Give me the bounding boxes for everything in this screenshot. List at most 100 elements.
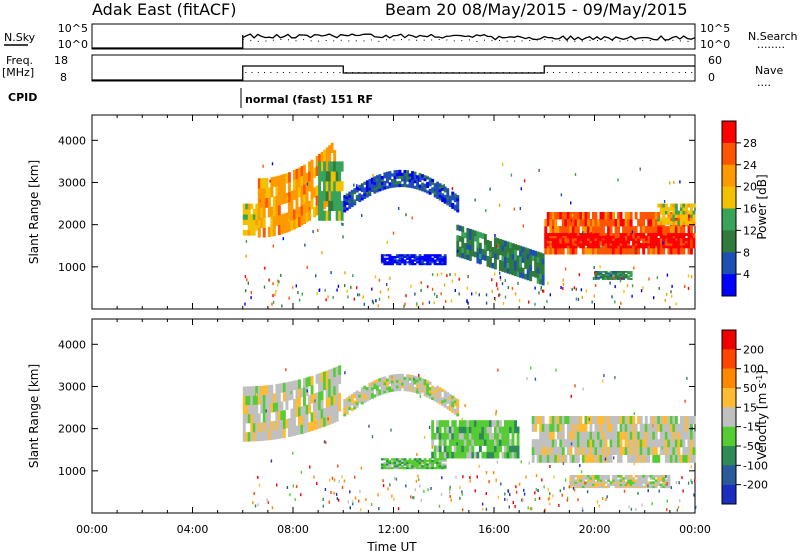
scatter-cell [594,477,598,480]
scatter-cell [509,439,513,446]
scatter-cell [343,399,347,403]
scatter-cell [594,416,598,425]
nave-dot [527,72,529,73]
scatter-cell [483,426,487,434]
noise-point [504,279,506,282]
scatter-cell [551,446,555,455]
scatter-cell [368,382,372,387]
scatter-cell [579,483,583,486]
scatter-cell [506,426,510,434]
scatter-cell [617,219,621,227]
nave-dot [452,72,454,73]
scatter-cell [365,194,369,198]
scatter-cell [451,439,455,446]
scatter-cell [423,463,427,466]
scatter-cell [348,205,352,209]
scatter-cell [401,379,404,383]
noise-point [676,508,678,512]
scatter-cell [657,238,661,241]
scatter-cell [511,426,515,434]
scatter-cell [551,235,555,239]
colorbar-tick-label: -200 [743,479,768,492]
scatter-cell [413,458,417,461]
noise-point [433,292,436,296]
scatter-cell [252,431,256,442]
nsearch-dot [589,39,591,41]
scatter-cell [639,477,643,480]
scatter-cell [433,255,437,259]
scatter-cell [629,481,633,484]
scatter-cell [380,380,384,384]
scatter-cell [667,245,671,249]
scatter-cell [519,256,523,262]
noise-point [534,491,536,495]
scatter-cell [579,439,583,448]
scatter-cell [571,240,575,248]
scatter-cell [436,254,440,257]
scatter-cell [345,411,349,415]
scatter-cell [634,233,638,236]
scatter-cell [559,416,563,425]
scatter-cell [431,459,435,463]
scatter-cell [657,416,661,425]
scatter-cell [496,432,500,440]
scatter-cell [667,477,671,480]
scatter-cell [649,439,653,448]
scatter-cell [647,242,651,246]
scatter-cell [272,196,276,207]
scatter-cell [579,475,583,478]
noise-point [584,481,586,485]
noise-point [330,491,332,494]
noise-point [502,302,505,305]
scatter-cell [617,272,621,275]
scatter-cell [644,431,648,440]
scatter-cell [514,451,518,459]
scatter-cell [551,242,555,246]
scatter-cell [310,421,314,431]
scatter-cell [438,459,442,463]
scatter-cell [489,251,492,258]
noise-point [461,490,463,494]
scatter-cell [328,415,332,425]
noise-point [416,302,418,306]
scatter-cell [685,242,688,246]
scatter-cell [617,238,621,241]
noise-point [314,399,316,403]
scatter-cell [622,416,626,425]
scatter-cell [499,426,502,434]
scatter-cell [413,259,417,262]
scatter-cell [632,233,636,236]
scatter-cell [380,181,384,185]
nave-dot [270,72,272,73]
scatter-cell [559,454,563,463]
scatter-cell [388,257,392,260]
scatter-cell [499,439,502,446]
scatter-cell [406,467,410,470]
scatter-cell [468,426,472,434]
scatter-cell [401,458,404,461]
scatter-cell [526,269,530,276]
noise-point [570,201,572,205]
colorbar-segment [722,186,736,209]
scatter-cell [456,451,460,459]
noise-point [386,240,388,244]
scatter-cell [564,226,568,234]
scatter-cell [642,431,646,440]
colorbar-tick-label: 24 [743,159,757,172]
scatter-cell [662,479,666,482]
scatter-cell [383,390,387,394]
scatter-cell [571,431,575,440]
scatter-cell [275,411,279,421]
scatter-cell [282,410,286,420]
scatter-cell [368,192,372,197]
scatter-cell [544,446,548,455]
scatter-cell [639,481,643,484]
scatter-cell [556,446,560,455]
scatter-cell [330,181,334,192]
scatter-cell [592,247,595,255]
scatter-cell [612,475,616,478]
scatter-cell [463,248,467,254]
scatter-cell [471,439,475,446]
scatter-cell [649,226,653,234]
scatter-cell [637,481,641,484]
